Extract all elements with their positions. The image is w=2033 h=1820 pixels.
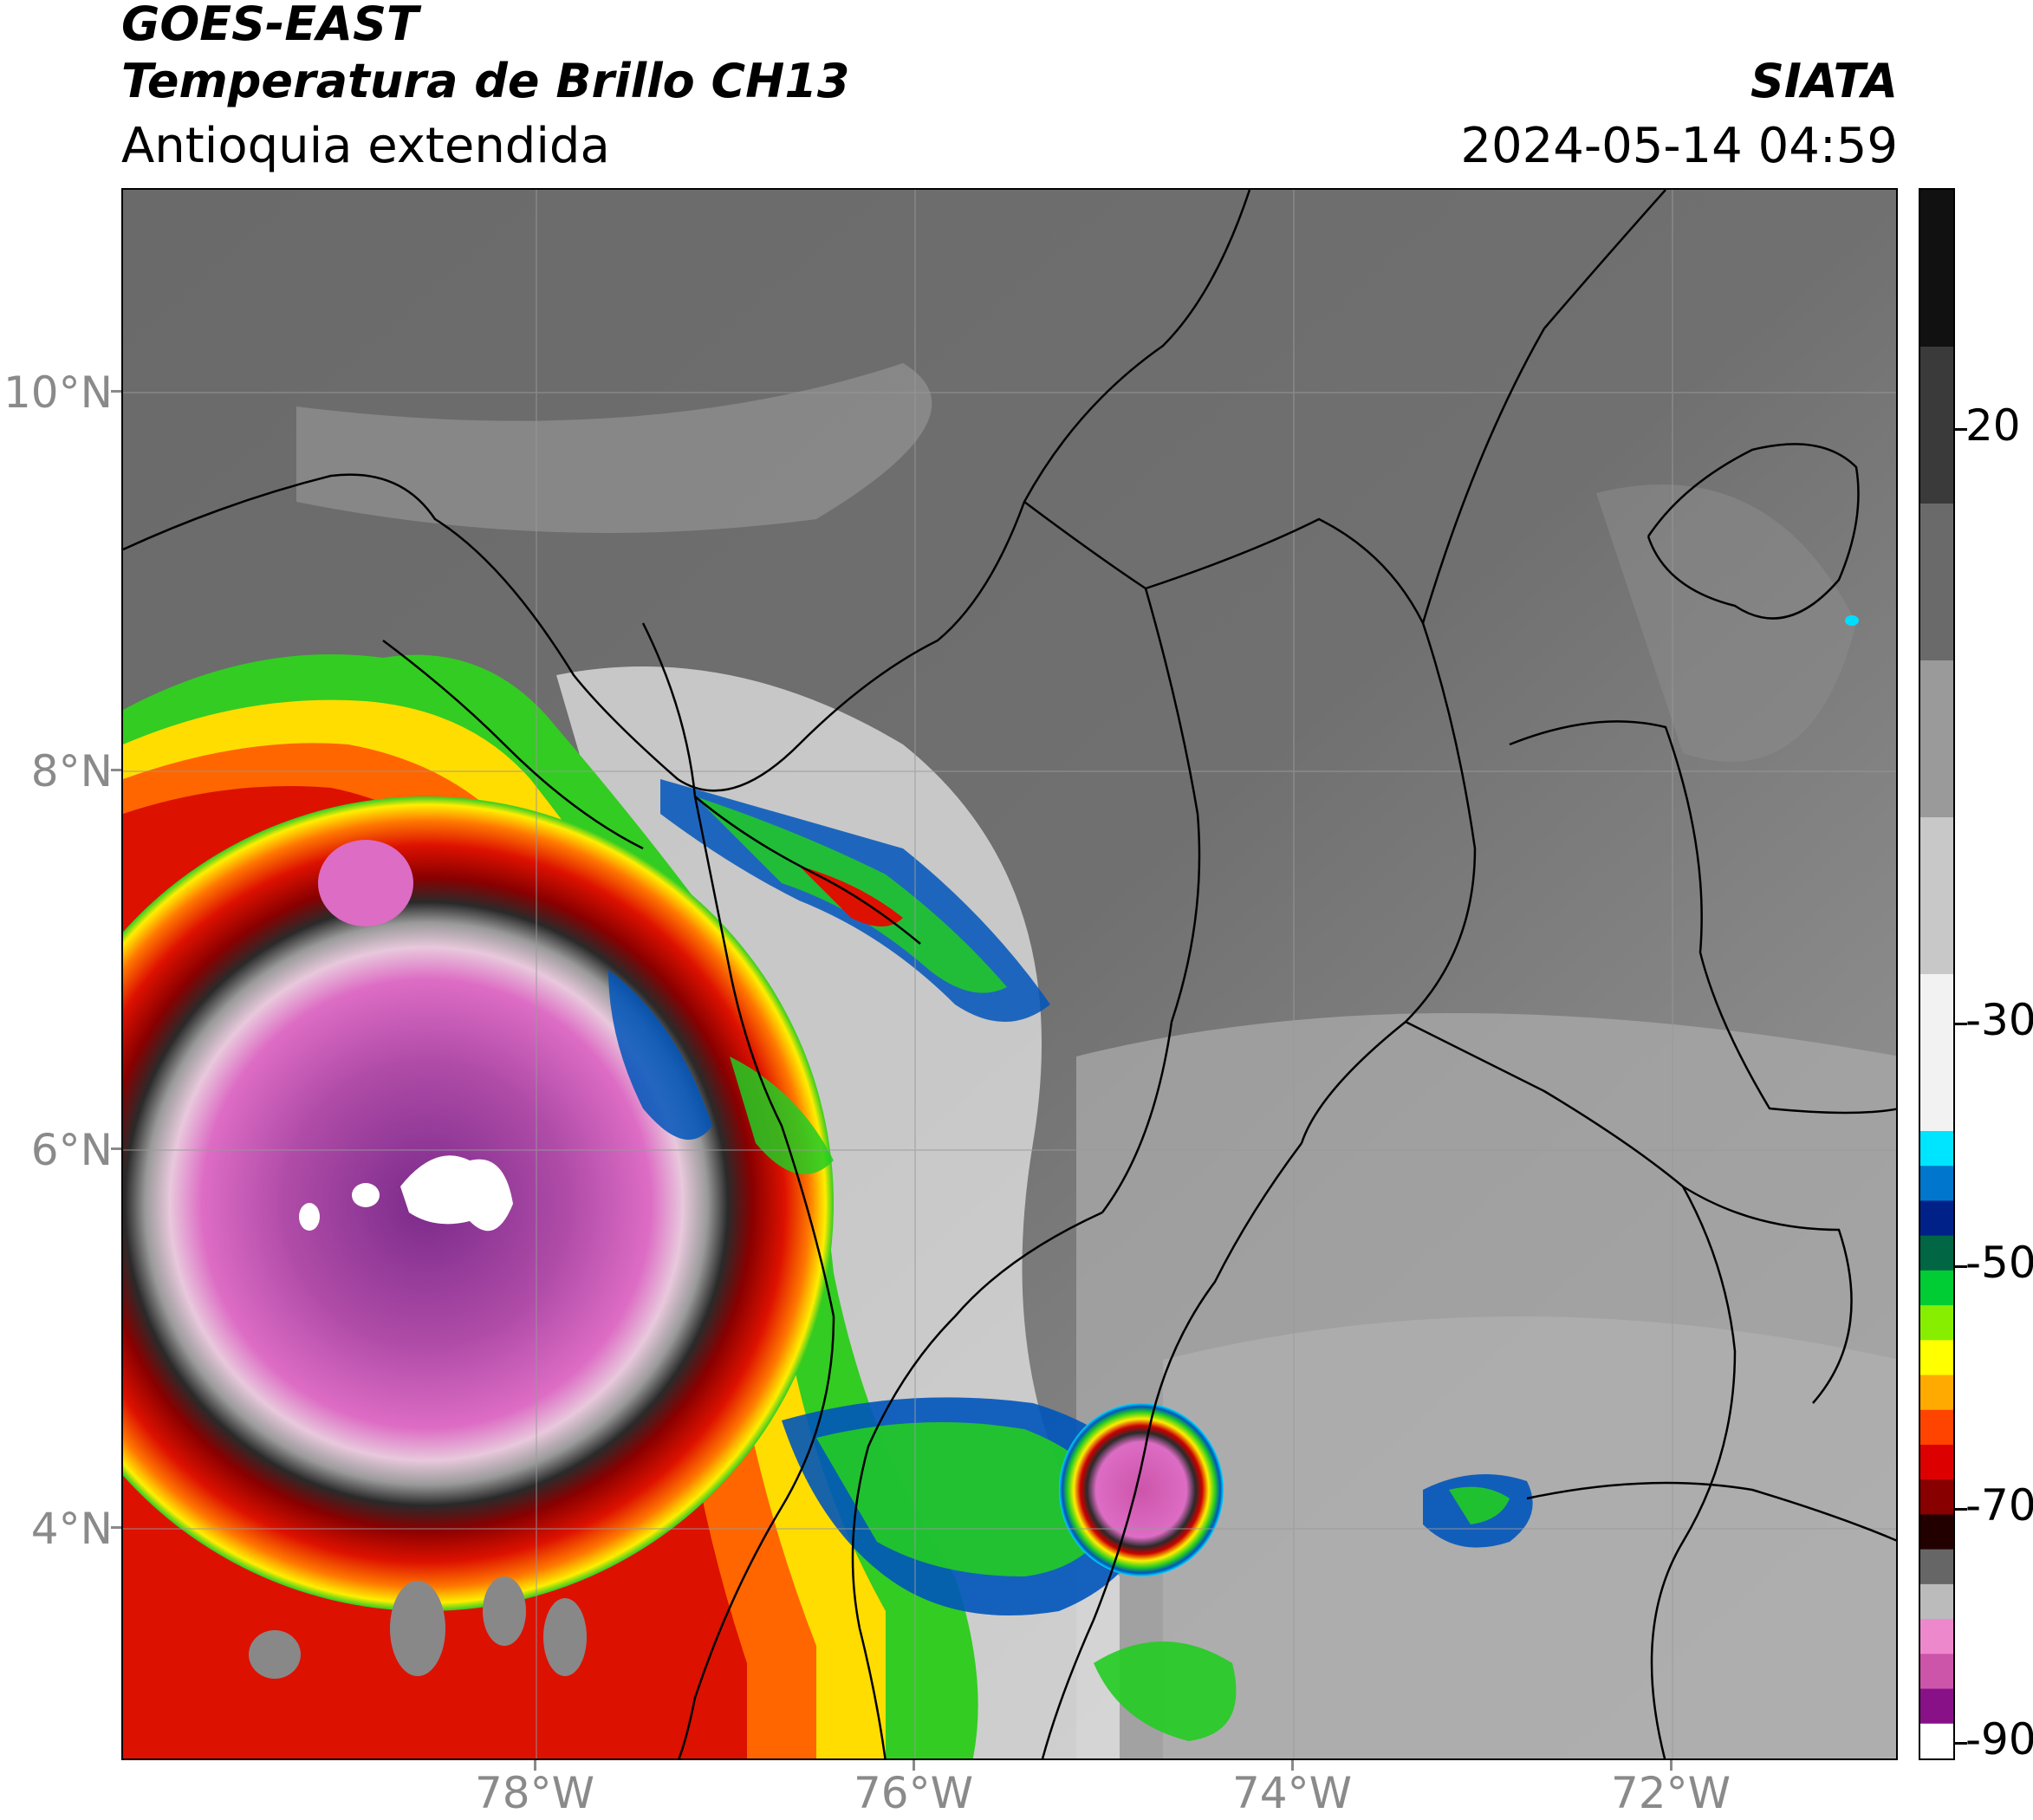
lat-label-8n: 8°N: [30, 746, 113, 796]
lon-tick: [1670, 1760, 1673, 1771]
colorbar-segment: [1920, 1619, 1953, 1655]
lon-label-74w: 74°W: [1231, 1768, 1353, 1818]
colorbar-tick: [1955, 1742, 1967, 1745]
colorbar-segment: [1920, 1723, 1953, 1758]
colorbar-segment: [1920, 817, 1953, 975]
colorbar-segment: [1920, 660, 1953, 818]
colorbar-segment: [1920, 1654, 1953, 1690]
datetime-label: 2024-05-14 04:59: [1460, 118, 1898, 174]
colorbar-segment: [1920, 190, 1953, 348]
colorbar-segment: [1920, 1549, 1953, 1585]
colorbar-segment: [1920, 974, 1953, 1132]
product-title: Temperatura de Brillo CH13: [121, 54, 850, 108]
colorbar-segment: [1920, 1166, 1953, 1202]
lon-tick: [534, 1760, 536, 1771]
colorbar-segment: [1920, 1409, 1953, 1446]
colorbar-segment: [1920, 1375, 1953, 1411]
colorbar-tick: [1955, 1265, 1967, 1268]
colorbar-gradient: [1920, 190, 1953, 1758]
colorbar-segment: [1920, 1305, 1953, 1342]
lat-tick: [111, 390, 121, 393]
colorbar-segment: [1920, 1479, 1953, 1516]
lat-label-6n: 6°N: [30, 1125, 113, 1175]
colorbar-tick: [1955, 1508, 1967, 1511]
satellite-title: GOES-EAST: [121, 0, 419, 51]
lat-tick: [111, 769, 121, 771]
map-image: [123, 190, 1896, 1758]
region-subtitle: Antioquia extendida: [121, 118, 610, 174]
colorbar-segment: [1920, 1445, 1953, 1481]
lon-tick: [1291, 1760, 1294, 1771]
colorbar-segment: [1920, 1340, 1953, 1376]
lon-tick: [913, 1760, 915, 1771]
colorbar-label-minus90: -90: [1965, 1714, 2033, 1765]
lat-label-10n: 10°N: [3, 367, 113, 418]
colorbar-segment: [1920, 1200, 1953, 1237]
colorbar-segment: [1920, 1514, 1953, 1550]
colorbar-tick: [1955, 428, 1967, 431]
lat-tick: [111, 1147, 121, 1150]
lon-label-72w: 72°W: [1610, 1768, 1731, 1818]
colorbar-label-minus50: -50: [1965, 1238, 2033, 1288]
lon-label-76w: 76°W: [853, 1768, 974, 1818]
colorbar-tick: [1955, 1023, 1967, 1025]
lat-tick: [111, 1526, 121, 1529]
colorbar-segment: [1920, 1131, 1953, 1167]
colorbar-segment: [1920, 1583, 1953, 1621]
colorbar-label-minus30: -30: [1965, 995, 2033, 1045]
colorbar-segment: [1920, 347, 1953, 504]
agency-label: SIATA: [1750, 54, 1898, 108]
colorbar-segment: [1920, 1688, 1953, 1725]
satellite-map[interactable]: [121, 188, 1898, 1760]
colorbar-segment: [1920, 1270, 1953, 1307]
colorbar-label-minus70: -70: [1965, 1480, 2033, 1531]
colorbar-segment: [1920, 504, 1953, 661]
colorbar-label-20: 20: [1965, 400, 2021, 451]
lat-label-4n: 4°N: [30, 1504, 113, 1554]
colorbar-segment: [1920, 1235, 1953, 1271]
lon-label-78w: 78°W: [474, 1768, 595, 1818]
colorbar: [1919, 188, 1955, 1760]
